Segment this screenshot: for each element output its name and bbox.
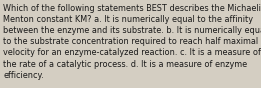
- Text: efficiency.: efficiency.: [3, 71, 44, 80]
- Text: between the enzyme and its substrate. b. It is numerically equal: between the enzyme and its substrate. b.…: [3, 26, 261, 35]
- Text: the rate of a catalytic process. d. It is a measure of enzyme: the rate of a catalytic process. d. It i…: [3, 60, 247, 69]
- Text: to the substrate concentration required to reach half maximal: to the substrate concentration required …: [3, 37, 258, 46]
- Text: velocity for an enzyme-catalyzed reaction. c. It is a measure of: velocity for an enzyme-catalyzed reactio…: [3, 48, 261, 57]
- Text: Which of the following statements BEST describes the Michaelis-: Which of the following statements BEST d…: [3, 4, 261, 13]
- Text: Menton constant KM? a. It is numerically equal to the affinity: Menton constant KM? a. It is numerically…: [3, 15, 253, 24]
